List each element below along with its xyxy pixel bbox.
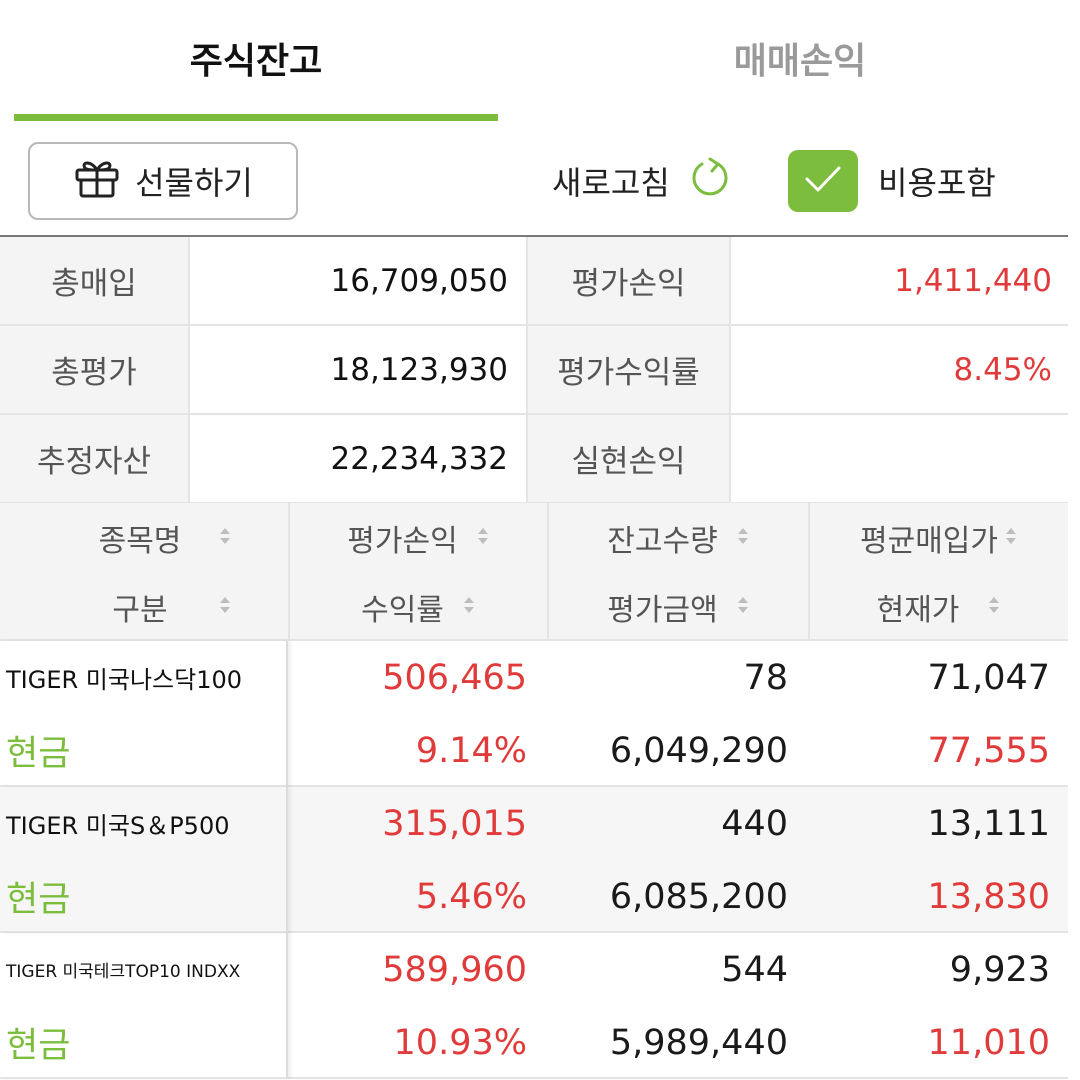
balance-summary: 총매입 16,709,050 평가손익 1,411,440 총평가 18,123… <box>0 235 1068 504</box>
eval-amount: 6,049,290 <box>609 730 788 771</box>
eval-pl-value: 1,411,440 <box>894 262 1052 299</box>
sort-name[interactable]: 종목명 <box>0 503 288 572</box>
tab-bar: 주식잔고 매매손익 <box>0 0 1080 122</box>
header-avg-price-label: 평균매입가 <box>860 523 998 559</box>
quantity: 440 <box>721 803 788 844</box>
header-name-label: 종목명 <box>98 523 182 559</box>
sort-icon <box>218 520 232 555</box>
return-rate: 10.93% <box>393 1022 527 1063</box>
row-pl-cell: 589,960 10.93% <box>288 933 547 1079</box>
avg-price: 9,923 <box>949 949 1050 990</box>
sort-avg-price[interactable]: 평균매입가 <box>810 503 1068 572</box>
sort-icon <box>476 520 490 555</box>
header-col-qty: 잔고수량 평가금액 <box>547 503 808 641</box>
summary-row: 추정자산 22,234,332 실현손익 <box>0 415 1068 504</box>
sort-icon <box>1004 520 1018 555</box>
avg-price: 13,111 <box>927 803 1050 844</box>
quantity: 544 <box>721 949 788 990</box>
header-col-name: 종목명 구분 <box>0 503 288 641</box>
current-price: 11,010 <box>927 1022 1050 1063</box>
total-purchase-label: 총매입 <box>0 237 190 324</box>
header-current-price-label: 현재가 <box>876 592 960 628</box>
est-assets-label: 추정자산 <box>0 415 190 502</box>
eval-amount: 6,085,200 <box>609 876 788 917</box>
refresh-icon <box>688 155 732 207</box>
check-icon <box>801 162 845 200</box>
eval-pl: 315,015 <box>382 803 527 844</box>
header-return-label: 수익률 <box>361 592 444 628</box>
total-purchase-value: 16,709,050 <box>190 237 528 324</box>
eval-pl-label: 평가손익 <box>528 237 731 324</box>
return-rate: 9.14% <box>415 730 527 771</box>
stock-type: 현금 <box>6 880 71 920</box>
table-row[interactable]: TIGER 미국S＆P500 현금 315,015 5.46% 440 6,08… <box>0 787 1068 933</box>
row-name-cell: TIGER 미국테크TOP10 INDXX 현금 <box>0 933 288 1079</box>
row-pl-cell: 506,465 9.14% <box>288 641 547 787</box>
row-qty-cell: 78 6,049,290 <box>547 641 808 787</box>
row-qty-cell: 440 6,085,200 <box>547 787 808 933</box>
header-col-price: 평균매입가 현재가 <box>808 503 1068 641</box>
stock-name: TIGER 미국나스닥100 <box>6 666 243 694</box>
eval-return-value: 8.45% <box>953 351 1052 388</box>
row-name-cell: TIGER 미국나스닥100 현금 <box>0 641 288 787</box>
sort-icon <box>218 589 232 624</box>
header-qty-label: 잔고수량 <box>607 523 718 559</box>
realized-pl-value <box>731 415 1068 502</box>
table-row[interactable]: TIGER 미국테크TOP10 INDXX 현금 589,960 10.93% … <box>0 933 1068 1079</box>
sort-current-price[interactable]: 현재가 <box>810 572 1068 641</box>
stock-type: 현금 <box>6 734 71 774</box>
row-pl-cell: 315,015 5.46% <box>288 787 547 933</box>
eval-return-label: 평가수익률 <box>528 326 731 413</box>
row-qty-cell: 544 5,989,440 <box>547 933 808 1079</box>
sort-return[interactable]: 수익률 <box>290 572 547 641</box>
gift-button-label: 선물하기 <box>135 164 253 202</box>
header-eval-pl-label: 평가손익 <box>347 523 458 559</box>
sort-icon <box>736 589 750 624</box>
row-price-cell: 9,923 11,010 <box>808 933 1068 1079</box>
summary-row: 총매입 16,709,050 평가손익 1,411,440 <box>0 237 1068 326</box>
sort-eval-pl[interactable]: 평가손익 <box>290 503 547 572</box>
active-tab-indicator <box>14 114 498 121</box>
gift-icon <box>73 156 121 206</box>
row-price-cell: 71,047 77,555 <box>808 641 1068 787</box>
est-assets-value: 22,234,332 <box>190 415 528 502</box>
row-name-cell: TIGER 미국S＆P500 현금 <box>0 787 288 933</box>
include-cost-label[interactable]: 비용포함 <box>878 164 996 202</box>
current-price: 13,830 <box>927 876 1050 917</box>
holdings-header: 종목명 구분 평가손익 수익률 잔고수량 평가금액 평균매입가 <box>0 503 1068 641</box>
summary-row: 총평가 18,123,930 평가수익률 8.45% <box>0 326 1068 415</box>
sort-type[interactable]: 구분 <box>0 572 288 641</box>
row-price-cell: 13,111 13,830 <box>808 787 1068 933</box>
gift-button[interactable]: 선물하기 <box>28 142 298 220</box>
header-type-label: 구분 <box>112 592 168 628</box>
stock-name: TIGER 미국테크TOP10 INDXX <box>6 962 241 982</box>
sort-qty[interactable]: 잔고수량 <box>549 503 808 572</box>
stock-name: TIGER 미국S＆P500 <box>6 812 230 840</box>
eval-pl: 506,465 <box>382 657 527 698</box>
sort-icon <box>462 589 476 624</box>
quantity: 78 <box>743 657 788 698</box>
sort-icon <box>736 520 750 555</box>
total-eval-label: 총평가 <box>0 326 190 413</box>
toolbar: 선물하기 새로고침 비용포함 <box>0 122 1080 236</box>
realized-pl-label: 실현손익 <box>528 415 731 502</box>
avg-price: 71,047 <box>927 657 1050 698</box>
stock-type: 현금 <box>6 1026 71 1066</box>
header-eval-amount-label: 평가금액 <box>607 592 718 628</box>
sort-icon <box>987 589 1001 624</box>
refresh-label: 새로고침 <box>552 164 670 202</box>
eval-pl: 589,960 <box>382 949 527 990</box>
refresh-button[interactable]: 새로고침 <box>552 142 732 220</box>
total-eval-value: 18,123,930 <box>190 326 528 413</box>
table-row[interactable]: TIGER 미국나스닥100 현금 506,465 9.14% 78 6,049… <box>0 641 1068 787</box>
include-cost-checkbox[interactable] <box>788 150 858 212</box>
tab-trade-pl[interactable]: 매매손익 <box>733 41 867 82</box>
header-col-pl: 평가손익 수익률 <box>288 503 547 641</box>
sort-eval-amount[interactable]: 평가금액 <box>549 572 808 641</box>
eval-amount: 5,989,440 <box>609 1022 788 1063</box>
tab-stock-balance[interactable]: 주식잔고 <box>189 41 323 82</box>
current-price: 77,555 <box>927 730 1050 771</box>
return-rate: 5.46% <box>415 876 527 917</box>
